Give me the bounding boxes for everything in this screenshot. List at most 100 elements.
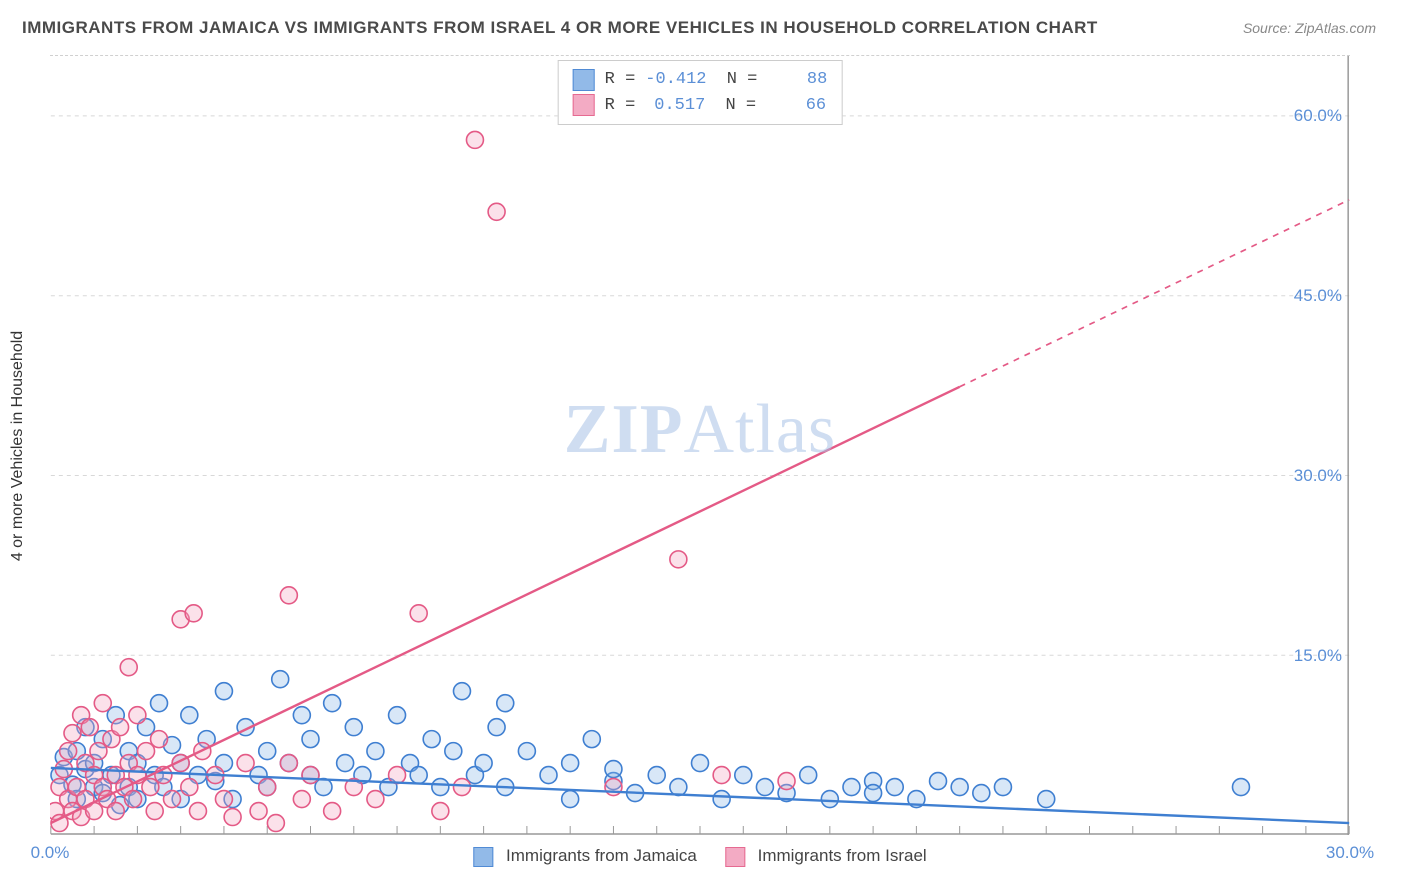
data-point — [488, 719, 505, 736]
data-point — [280, 587, 297, 604]
data-point — [562, 791, 579, 808]
data-point — [164, 791, 181, 808]
data-point — [293, 707, 310, 724]
data-point — [112, 719, 129, 736]
legend-item-jamaica: Immigrants from Jamaica — [473, 846, 697, 867]
data-point — [146, 803, 163, 820]
legend-row-jamaica: R =-0.412 N =88 — [573, 67, 828, 93]
y-tick-label: 30.0% — [1294, 466, 1342, 486]
data-point — [367, 743, 384, 760]
data-point — [930, 773, 947, 790]
data-point — [151, 695, 168, 712]
data-point — [713, 791, 730, 808]
data-point — [280, 755, 297, 772]
data-point — [488, 203, 505, 220]
data-point — [125, 791, 142, 808]
data-point — [865, 785, 882, 802]
data-point — [432, 803, 449, 820]
data-point — [540, 767, 557, 784]
y-tick-label: 45.0% — [1294, 286, 1342, 306]
scatter-chart — [50, 56, 1350, 835]
data-point — [475, 755, 492, 772]
data-point — [843, 779, 860, 796]
correlation-legend: R =-0.412 N =88 R =0.517 N =66 — [558, 60, 843, 125]
data-point — [670, 779, 687, 796]
data-point — [181, 707, 198, 724]
data-point — [410, 605, 427, 622]
data-point — [367, 791, 384, 808]
data-point — [224, 809, 241, 826]
legend-swatch-jamaica — [573, 69, 595, 91]
data-point — [215, 791, 232, 808]
data-point — [250, 803, 267, 820]
y-axis-label: 4 or more Vehicles in Household — [9, 331, 27, 561]
legend-swatch-israel — [573, 94, 595, 116]
data-point — [107, 803, 124, 820]
trend-line-extrapolated — [960, 200, 1349, 387]
data-point — [648, 767, 665, 784]
data-point — [821, 791, 838, 808]
data-point — [189, 803, 206, 820]
data-point — [453, 779, 470, 796]
data-point — [267, 815, 284, 832]
x-axis-legend: Immigrants from Jamaica Immigrants from … — [473, 846, 926, 867]
data-point — [756, 779, 773, 796]
data-point — [432, 779, 449, 796]
y-tick-label: 15.0% — [1294, 646, 1342, 666]
data-point — [453, 683, 470, 700]
data-point — [345, 719, 362, 736]
data-point — [423, 731, 440, 748]
data-point — [466, 131, 483, 148]
x-tick-label: 0.0% — [31, 843, 70, 863]
x-tick-label: 30.0% — [1326, 843, 1374, 863]
data-point — [410, 767, 427, 784]
data-point — [886, 779, 903, 796]
data-point — [237, 755, 254, 772]
data-point — [259, 743, 276, 760]
legend-item-israel: Immigrants from Israel — [725, 846, 927, 867]
data-point — [324, 803, 341, 820]
data-point — [94, 695, 111, 712]
data-point — [670, 551, 687, 568]
data-point — [497, 695, 514, 712]
data-point — [800, 767, 817, 784]
data-point — [302, 731, 319, 748]
legend-row-israel: R =0.517 N =66 — [573, 93, 828, 119]
data-point — [324, 695, 341, 712]
data-point — [994, 779, 1011, 796]
data-point — [302, 767, 319, 784]
data-point — [185, 605, 202, 622]
data-point — [151, 731, 168, 748]
data-point — [605, 761, 622, 778]
data-point — [389, 707, 406, 724]
data-point — [951, 779, 968, 796]
data-point — [64, 725, 81, 742]
data-point — [445, 743, 462, 760]
data-point — [1038, 791, 1055, 808]
data-point — [518, 743, 535, 760]
data-point — [713, 767, 730, 784]
data-point — [81, 719, 98, 736]
data-point — [215, 683, 232, 700]
swatch-israel — [725, 847, 745, 867]
data-point — [293, 791, 310, 808]
data-point — [129, 707, 146, 724]
data-point — [562, 755, 579, 772]
trend-line — [51, 768, 1349, 823]
data-point — [272, 671, 289, 688]
data-point — [973, 785, 990, 802]
data-point — [735, 767, 752, 784]
data-point — [778, 773, 795, 790]
data-point — [1232, 779, 1249, 796]
data-point — [259, 779, 276, 796]
data-point — [389, 767, 406, 784]
data-point — [181, 779, 198, 796]
data-point — [583, 731, 600, 748]
data-point — [337, 755, 354, 772]
data-point — [60, 743, 77, 760]
trend-line — [51, 387, 960, 823]
source-attribution: Source: ZipAtlas.com — [1243, 20, 1376, 36]
y-tick-label: 60.0% — [1294, 106, 1342, 126]
data-point — [692, 755, 709, 772]
data-point — [120, 659, 137, 676]
